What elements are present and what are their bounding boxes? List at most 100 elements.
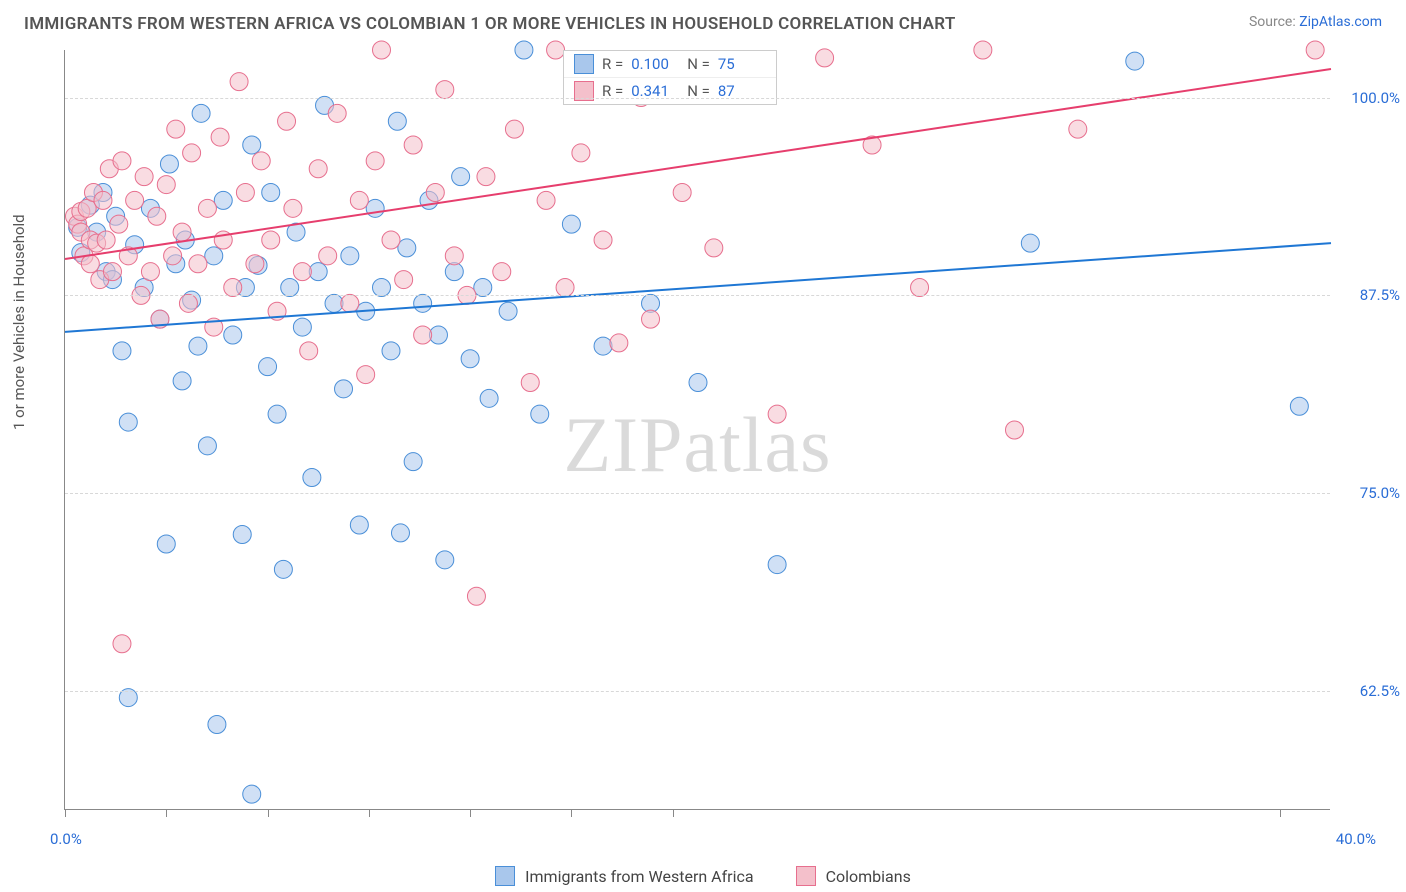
data-point — [252, 152, 270, 170]
data-point — [300, 342, 318, 360]
data-point — [303, 469, 321, 487]
data-point — [113, 342, 131, 360]
data-point — [246, 255, 264, 273]
x-tick — [268, 809, 269, 817]
data-point — [341, 247, 359, 265]
data-point — [537, 191, 555, 209]
data-point — [103, 263, 121, 281]
data-point — [395, 271, 413, 289]
x-tick — [65, 809, 66, 817]
data-point — [477, 168, 495, 186]
data-point — [167, 120, 185, 138]
data-point — [388, 112, 406, 130]
data-point — [189, 337, 207, 355]
plot-area: ZIPatlas R =0.100N =75R =0.341N =87 — [64, 50, 1330, 810]
data-point — [594, 337, 612, 355]
data-point — [768, 405, 786, 423]
data-point — [274, 560, 292, 578]
data-point — [341, 294, 359, 312]
data-point — [157, 535, 175, 553]
data-point — [173, 372, 191, 390]
data-point — [236, 184, 254, 202]
x-tick — [470, 809, 471, 817]
data-point — [179, 294, 197, 312]
data-point — [319, 247, 337, 265]
data-point — [705, 239, 723, 257]
data-point — [208, 716, 226, 734]
data-point — [78, 199, 96, 217]
x-max-label: 40.0% — [1336, 830, 1376, 848]
y-axis-label: 1 or more Vehicles in Household — [10, 214, 28, 430]
gridline — [65, 493, 1330, 494]
data-point — [382, 231, 400, 249]
data-point — [531, 405, 549, 423]
data-point — [816, 49, 834, 67]
data-point — [110, 215, 128, 233]
data-point — [1290, 397, 1308, 415]
source-link[interactable]: ZipAtlas.com — [1299, 14, 1382, 30]
stat-r-label: R = — [602, 55, 623, 73]
data-point — [205, 247, 223, 265]
data-point — [325, 294, 343, 312]
data-point — [198, 437, 216, 455]
data-point — [81, 255, 99, 273]
data-point — [429, 326, 447, 344]
data-point — [768, 556, 786, 574]
data-point — [642, 294, 660, 312]
data-point — [610, 334, 628, 352]
data-point — [467, 587, 485, 605]
data-point — [474, 279, 492, 297]
data-point — [281, 279, 299, 297]
data-point — [493, 263, 511, 281]
legend-swatch — [495, 866, 515, 886]
data-point — [293, 318, 311, 336]
data-point — [642, 310, 660, 328]
y-tick-label: 87.5% — [1360, 286, 1400, 304]
data-point — [1006, 421, 1024, 439]
data-point — [1306, 41, 1324, 59]
header-bar: IMMIGRANTS FROM WESTERN AFRICA VS COLOMB… — [0, 0, 1406, 40]
source-attribution: Source: ZipAtlas.com — [1249, 14, 1382, 30]
x-tick — [369, 809, 370, 817]
data-point — [404, 136, 422, 154]
data-point — [211, 128, 229, 146]
data-point — [594, 231, 612, 249]
data-point — [521, 374, 539, 392]
data-point — [157, 176, 175, 194]
data-point — [547, 41, 565, 59]
legend-label: Colombians — [826, 867, 911, 886]
data-point — [233, 526, 251, 544]
data-point — [404, 453, 422, 471]
data-point — [562, 215, 580, 233]
data-point — [461, 350, 479, 368]
data-point — [284, 199, 302, 217]
data-point — [189, 255, 207, 273]
data-point — [499, 302, 517, 320]
legend-item: Immigrants from Western Africa — [495, 866, 753, 886]
data-point — [148, 207, 166, 225]
data-point — [1069, 120, 1087, 138]
legend-item: Colombians — [796, 866, 911, 886]
data-point — [113, 152, 131, 170]
data-point — [974, 41, 992, 59]
data-point — [373, 279, 391, 297]
data-point — [505, 120, 523, 138]
data-point — [293, 263, 311, 281]
data-point — [135, 168, 153, 186]
data-point — [350, 516, 368, 534]
data-point — [309, 263, 327, 281]
data-point — [94, 191, 112, 209]
data-point — [445, 247, 463, 265]
x-min-label: 0.0% — [50, 830, 82, 848]
data-point — [126, 191, 144, 209]
x-tick — [673, 809, 674, 817]
data-point — [556, 279, 574, 297]
data-point — [243, 136, 261, 154]
data-point — [357, 366, 375, 384]
data-point — [436, 81, 454, 99]
data-point — [414, 294, 432, 312]
stat-n-label: N = — [687, 55, 710, 73]
data-point — [445, 263, 463, 281]
data-point — [515, 41, 533, 59]
gridline — [65, 691, 1330, 692]
